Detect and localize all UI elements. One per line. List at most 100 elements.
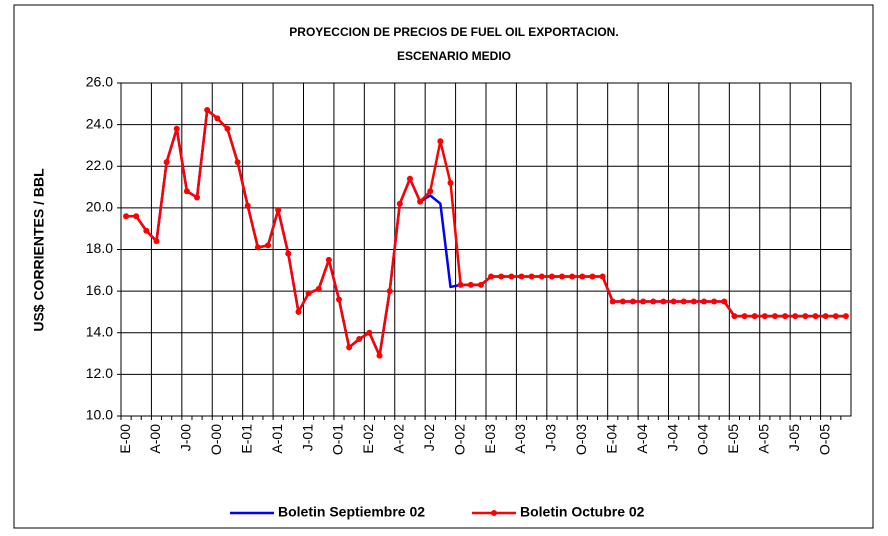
- point-marker: [335, 296, 342, 303]
- point-marker: [731, 313, 738, 320]
- point-marker: [153, 238, 160, 245]
- y-axis-label: US$ CORRIENTES / BBL: [31, 168, 47, 332]
- point-marker: [305, 290, 312, 297]
- y-tick-label: 10.0: [86, 407, 113, 423]
- point-marker: [690, 298, 697, 305]
- x-tick-label: A-00: [147, 424, 163, 454]
- point-marker: [244, 202, 251, 209]
- y-tick-label: 16.0: [86, 282, 113, 298]
- point-marker: [822, 313, 829, 320]
- point-marker: [802, 313, 809, 320]
- point-marker: [700, 298, 707, 305]
- point-marker: [183, 188, 190, 195]
- point-marker: [386, 288, 393, 295]
- point-marker: [589, 273, 596, 280]
- x-tick-label: E-03: [482, 424, 498, 454]
- x-tick-label: A-01: [269, 424, 285, 454]
- x-tick-label: A-02: [391, 424, 407, 454]
- x-tick-label: J-05: [786, 424, 802, 451]
- point-marker: [609, 298, 616, 305]
- point-marker: [234, 159, 241, 166]
- point-marker: [396, 200, 403, 207]
- y-tick-label: 22.0: [86, 157, 113, 173]
- point-marker: [366, 329, 373, 336]
- point-marker: [325, 256, 332, 263]
- x-tick-label: O-03: [573, 424, 589, 455]
- point-marker: [143, 227, 150, 234]
- point-marker: [123, 213, 130, 220]
- point-marker: [295, 308, 302, 315]
- point-marker: [650, 298, 657, 305]
- chart-subtitle: ESCENARIO MEDIO: [397, 49, 511, 63]
- x-tick-label: E-01: [238, 424, 254, 454]
- point-marker: [812, 313, 819, 320]
- point-marker: [214, 115, 221, 122]
- point-marker: [173, 125, 180, 132]
- y-tick-label: 18.0: [86, 240, 113, 256]
- point-marker: [254, 244, 261, 251]
- point-marker: [842, 313, 849, 320]
- x-tick-label: J-00: [178, 424, 194, 451]
- point-marker: [680, 298, 687, 305]
- x-tick-label: J-04: [664, 424, 680, 451]
- point-marker: [285, 250, 292, 257]
- point-marker: [782, 313, 789, 320]
- point-marker: [538, 273, 545, 280]
- point-marker: [548, 273, 555, 280]
- point-marker: [133, 213, 140, 220]
- point-marker: [771, 313, 778, 320]
- x-tick-label: E-00: [117, 424, 133, 454]
- point-marker: [356, 335, 363, 342]
- point-marker: [346, 344, 353, 351]
- point-marker: [751, 313, 758, 320]
- x-tick-label: E-04: [603, 424, 619, 454]
- x-tick-label: O-04: [695, 424, 711, 455]
- x-tick-label: J-02: [421, 424, 437, 451]
- point-marker: [376, 352, 383, 359]
- point-marker: [569, 273, 576, 280]
- y-tick-label: 24.0: [86, 115, 113, 131]
- point-marker: [417, 198, 424, 205]
- x-tick-label: A-03: [512, 424, 528, 454]
- point-marker: [741, 313, 748, 320]
- point-marker: [508, 273, 515, 280]
- point-marker: [559, 273, 566, 280]
- point-marker: [498, 273, 505, 280]
- chart-title: PROYECCION DE PRECIOS DE FUEL OIL EXPORT…: [289, 25, 618, 39]
- point-marker: [265, 242, 272, 249]
- y-tick-label: 14.0: [86, 323, 113, 339]
- point-marker: [437, 138, 444, 145]
- point-marker: [457, 281, 464, 288]
- point-marker: [792, 313, 799, 320]
- x-tick-label: E-02: [360, 424, 376, 454]
- point-marker: [204, 107, 211, 114]
- point-marker: [488, 273, 495, 280]
- point-marker: [275, 206, 282, 213]
- x-tick-label: O-05: [816, 424, 832, 455]
- point-marker: [427, 188, 434, 195]
- point-marker: [711, 298, 718, 305]
- y-tick-label: 20.0: [86, 199, 113, 215]
- x-tick-label: O-00: [208, 424, 224, 455]
- y-tick-label: 12.0: [86, 365, 113, 381]
- point-marker: [721, 298, 728, 305]
- point-marker: [640, 298, 647, 305]
- point-marker: [619, 298, 626, 305]
- point-marker: [599, 273, 606, 280]
- y-tick-label: 26.0: [86, 74, 113, 90]
- x-tick-label: O-02: [451, 424, 467, 455]
- x-tick-label: O-01: [330, 424, 346, 455]
- legend-label: Boletin Septiembre 02: [278, 504, 425, 520]
- point-marker: [528, 273, 535, 280]
- point-marker: [579, 273, 586, 280]
- point-marker: [467, 281, 474, 288]
- x-tick-label: J-01: [299, 424, 315, 451]
- point-marker: [447, 179, 454, 186]
- point-marker: [406, 175, 413, 182]
- point-marker: [224, 125, 231, 132]
- point-marker: [315, 286, 322, 293]
- x-tick-label: E-05: [725, 424, 741, 454]
- point-marker: [832, 313, 839, 320]
- point-marker: [630, 298, 637, 305]
